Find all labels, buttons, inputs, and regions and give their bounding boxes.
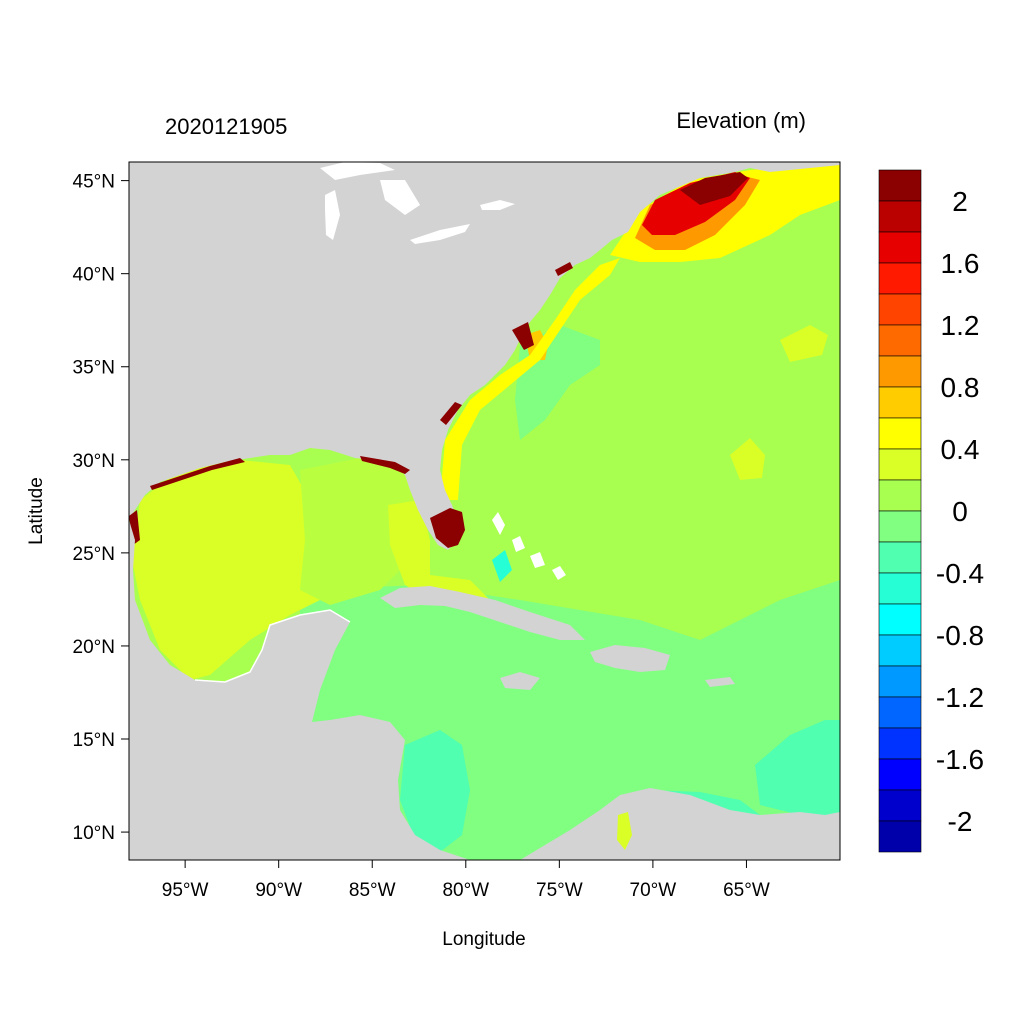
map-title: Elevation (m) (676, 108, 806, 133)
lon-tick-label: 80°W (442, 880, 489, 901)
colorbar-box (878, 448, 922, 481)
south-florida-surge (430, 508, 465, 548)
lon-tick-label: 75°W (536, 880, 583, 901)
colorbar-box (878, 820, 922, 853)
colorbar-box (878, 758, 922, 791)
lat-tick-label: 35°N (73, 358, 115, 379)
colorbar-box (878, 541, 922, 574)
colorbar-box (878, 510, 922, 543)
cuba-island (380, 586, 585, 640)
lat-tick-label: 25°N (73, 544, 115, 565)
map-frame (128, 161, 841, 861)
caribbean-low-patch-east (755, 720, 840, 820)
colorbar-box (878, 386, 922, 419)
colorbar-box (878, 417, 922, 450)
colorbar-box (878, 355, 922, 388)
puerto-rico-island (705, 677, 735, 687)
lake-maracaibo (617, 812, 632, 850)
colorbar-box (878, 696, 922, 729)
caribbean-low-patch-west (400, 730, 470, 852)
south-america-land (470, 788, 840, 860)
lon-tick-label: 90°W (255, 880, 302, 901)
mexico-central-america-land (129, 520, 470, 860)
lake-huron (380, 180, 420, 215)
map-panel (129, 162, 840, 860)
gulf-of-maine-surge-darkred (680, 172, 748, 205)
colorbar-label: -1.2 (936, 682, 984, 713)
jamaica-island (500, 672, 540, 690)
lake-erie (410, 224, 470, 244)
us-coast-yellow-band (440, 258, 620, 500)
florida-straits-field (388, 500, 490, 600)
x-axis-label: Longitude (442, 929, 525, 950)
colorbar-box (878, 262, 922, 295)
colorbar-box (878, 479, 922, 512)
latitude-axis: 45°N 40°N 35°N 30°N 25°N 20°N 15°N 10°N (73, 172, 129, 844)
gulf-coast-flood-fringe (129, 456, 410, 545)
longitude-axis: 95°W 90°W 85°W 80°W 75°W 70°W 65°W (162, 860, 770, 901)
colorbar-box (878, 200, 922, 233)
colorbar-label: -1.6 (936, 744, 984, 775)
atlantic-coast-flood-fringe (440, 262, 573, 425)
colorbar-label: 0 (952, 496, 968, 527)
colorbar-box (878, 634, 922, 667)
lake-superior (320, 162, 395, 180)
gulf-central-field (300, 458, 420, 605)
bahamas-islands (492, 512, 566, 580)
atlantic-high-patch (730, 438, 765, 480)
colorbar-box (878, 169, 922, 202)
lat-tick-label: 45°N (73, 172, 115, 193)
colorbar-box (878, 231, 922, 264)
colorbar-box (878, 324, 922, 357)
hispaniola-island (590, 645, 670, 672)
colorbar-label: -0.4 (936, 558, 984, 589)
colorbar-label: 1.2 (941, 310, 980, 341)
lon-tick-label: 70°W (630, 880, 677, 901)
colorbar-label: -2 (948, 806, 973, 837)
coastline-outline (194, 609, 351, 683)
colorbar-box (878, 572, 922, 605)
colorbar-labels: 2 1.6 1.2 0.8 0.4 0 -0.4 -0.8 -1.2 -1.6 -2 (936, 186, 984, 837)
colorbar-box (878, 789, 922, 822)
lat-tick-label: 20°N (73, 637, 115, 658)
atlantic-high-patch-2 (780, 325, 828, 362)
lon-tick-label: 95°W (162, 880, 209, 901)
lake-ontario (480, 200, 515, 210)
colorbar-box (878, 603, 922, 636)
lat-tick-label: 40°N (73, 265, 115, 286)
north-america-land (129, 162, 840, 550)
lat-tick-label: 10°N (73, 823, 115, 844)
lake-michigan (325, 190, 340, 240)
colorbar-label: -0.8 (936, 620, 984, 651)
lon-tick-label: 65°W (723, 880, 770, 901)
lat-tick-label: 30°N (73, 451, 115, 472)
colorbar-box (878, 665, 922, 698)
colorbar-label: 1.6 (941, 248, 980, 279)
timestamp-label: 2020121905 (165, 114, 287, 139)
colorbar-box (878, 293, 922, 326)
bahamas-bank-low (492, 550, 512, 582)
colorbar-box (878, 727, 922, 760)
colorbar-label: 0.8 (941, 372, 980, 403)
lon-tick-label: 85°W (349, 880, 396, 901)
colorbar-label: 0.4 (941, 434, 980, 465)
lat-tick-label: 15°N (73, 730, 115, 751)
colorbar (878, 169, 922, 853)
y-axis-label: Latitude (26, 477, 47, 545)
colorbar-label: 2 (952, 186, 968, 217)
